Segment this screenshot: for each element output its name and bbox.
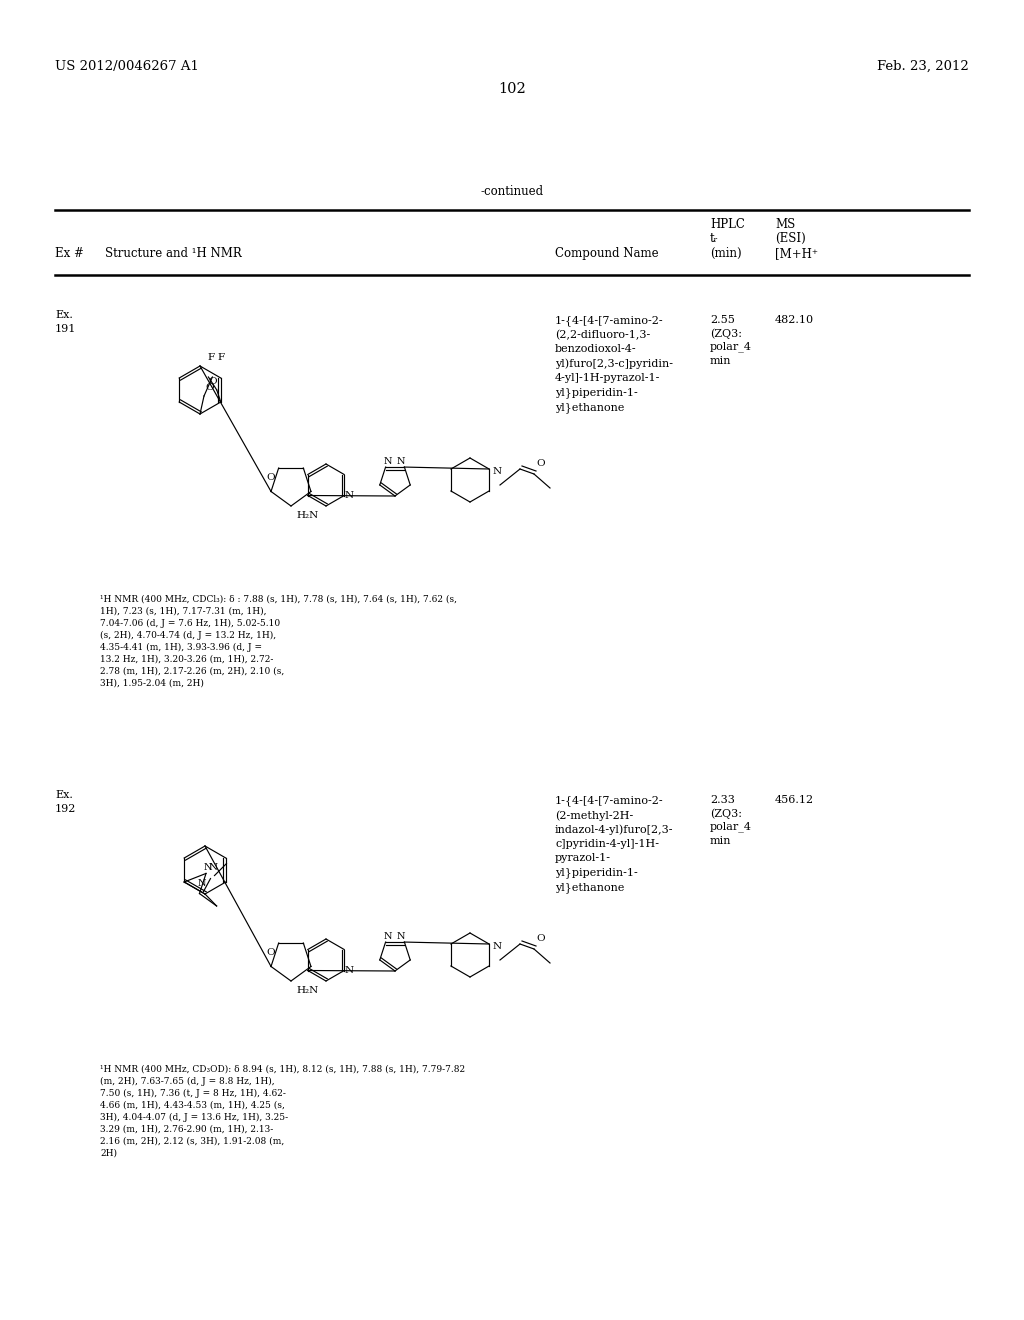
Text: N: N bbox=[493, 942, 502, 950]
Text: N: N bbox=[493, 467, 502, 477]
Text: 2.16 (m, 2H), 2.12 (s, 3H), 1.91-2.08 (m,: 2.16 (m, 2H), 2.12 (s, 3H), 1.91-2.08 (m… bbox=[100, 1137, 285, 1146]
Text: H₂N: H₂N bbox=[296, 986, 318, 995]
Text: [M+H⁺: [M+H⁺ bbox=[775, 247, 818, 260]
Text: (ZQ3:
polar_4
min: (ZQ3: polar_4 min bbox=[710, 327, 752, 366]
Text: 7.04-7.06 (d, J = 7.6 Hz, 1H), 5.02-5.10: 7.04-7.06 (d, J = 7.6 Hz, 1H), 5.02-5.10 bbox=[100, 619, 281, 628]
Text: (ZQ3:
polar_4
min: (ZQ3: polar_4 min bbox=[710, 808, 752, 846]
Text: F: F bbox=[208, 352, 214, 362]
Text: Feb. 23, 2012: Feb. 23, 2012 bbox=[878, 59, 969, 73]
Text: N: N bbox=[204, 863, 213, 873]
Text: N: N bbox=[396, 932, 404, 941]
Text: Compound Name: Compound Name bbox=[555, 247, 658, 260]
Text: 456.12: 456.12 bbox=[775, 795, 814, 805]
Text: 1H), 7.23 (s, 1H), 7.17-7.31 (m, 1H),: 1H), 7.23 (s, 1H), 7.17-7.31 (m, 1H), bbox=[100, 607, 266, 616]
Text: (ESI): (ESI) bbox=[775, 232, 806, 246]
Text: Ex #: Ex # bbox=[55, 247, 84, 260]
Text: (m, 2H), 7.63-7.65 (d, J = 8.8 Hz, 1H),: (m, 2H), 7.63-7.65 (d, J = 8.8 Hz, 1H), bbox=[100, 1077, 274, 1086]
Text: 2H): 2H) bbox=[100, 1148, 117, 1158]
Text: MS: MS bbox=[775, 218, 796, 231]
Text: 4.35-4.41 (m, 1H), 3.93-3.96 (d, J =: 4.35-4.41 (m, 1H), 3.93-3.96 (d, J = bbox=[100, 643, 262, 652]
Text: Ex.
191: Ex. 191 bbox=[55, 310, 77, 334]
Text: 1-{4-[4-[7-amino-2-
(2,2-difluoro-1,3-
benzodioxol-4-
yl)furo[2,3-c]pyridin-
4-y: 1-{4-[4-[7-amino-2- (2,2-difluoro-1,3- b… bbox=[555, 315, 673, 413]
Text: 4.66 (m, 1H), 4.43-4.53 (m, 1H), 4.25 (s,: 4.66 (m, 1H), 4.43-4.53 (m, 1H), 4.25 (s… bbox=[100, 1101, 285, 1110]
Text: ¹H NMR (400 MHz, CD₃OD): δ 8.94 (s, 1H), 8.12 (s, 1H), 7.88 (s, 1H), 7.79-7.82: ¹H NMR (400 MHz, CD₃OD): δ 8.94 (s, 1H),… bbox=[100, 1065, 465, 1074]
Text: (min): (min) bbox=[710, 247, 741, 260]
Text: O: O bbox=[536, 459, 545, 469]
Text: 3H), 4.04-4.07 (d, J = 13.6 Hz, 1H), 3.25-: 3H), 4.04-4.07 (d, J = 13.6 Hz, 1H), 3.2… bbox=[100, 1113, 288, 1122]
Text: 7.50 (s, 1H), 7.36 (t, J = 8 Hz, 1H), 4.62-: 7.50 (s, 1H), 7.36 (t, J = 8 Hz, 1H), 4.… bbox=[100, 1089, 286, 1098]
Text: N: N bbox=[345, 966, 354, 974]
Text: H₂N: H₂N bbox=[296, 511, 318, 520]
Text: 3H), 1.95-2.04 (m, 2H): 3H), 1.95-2.04 (m, 2H) bbox=[100, 678, 204, 688]
Text: ¹H NMR (400 MHz, CDCl₃): δ : 7.88 (s, 1H), 7.78 (s, 1H), 7.64 (s, 1H), 7.62 (s,: ¹H NMR (400 MHz, CDCl₃): δ : 7.88 (s, 1H… bbox=[100, 595, 457, 605]
Text: N: N bbox=[384, 457, 392, 466]
Text: HPLC: HPLC bbox=[710, 218, 744, 231]
Text: 2.33: 2.33 bbox=[710, 795, 735, 805]
Text: 13.2 Hz, 1H), 3.20-3.26 (m, 1H), 2.72-: 13.2 Hz, 1H), 3.20-3.26 (m, 1H), 2.72- bbox=[100, 655, 273, 664]
Text: -continued: -continued bbox=[480, 185, 544, 198]
Text: 2.78 (m, 1H), 2.17-2.26 (m, 2H), 2.10 (s,: 2.78 (m, 1H), 2.17-2.26 (m, 2H), 2.10 (s… bbox=[100, 667, 285, 676]
Text: N: N bbox=[384, 932, 392, 941]
Text: 482.10: 482.10 bbox=[775, 315, 814, 325]
Text: O: O bbox=[209, 378, 217, 385]
Text: Ex.
192: Ex. 192 bbox=[55, 789, 77, 814]
Text: F: F bbox=[217, 352, 224, 362]
Text: O: O bbox=[266, 948, 274, 957]
Text: N: N bbox=[209, 862, 218, 871]
Text: N: N bbox=[345, 491, 354, 499]
Text: O: O bbox=[536, 935, 545, 942]
Text: tᵣ: tᵣ bbox=[710, 232, 719, 246]
Text: Structure and ¹H NMR: Structure and ¹H NMR bbox=[105, 247, 242, 260]
Text: 1-{4-[4-[7-amino-2-
(2-methyl-2H-
indazol-4-yl)furo[2,3-
c]pyridin-4-yl]-1H-
pyr: 1-{4-[4-[7-amino-2- (2-methyl-2H- indazo… bbox=[555, 795, 674, 894]
Text: 2.55: 2.55 bbox=[710, 315, 735, 325]
Text: N: N bbox=[396, 457, 404, 466]
Text: O: O bbox=[266, 473, 274, 482]
Text: N: N bbox=[198, 879, 206, 887]
Text: 102: 102 bbox=[498, 82, 526, 96]
Text: (s, 2H), 4.70-4.74 (d, J = 13.2 Hz, 1H),: (s, 2H), 4.70-4.74 (d, J = 13.2 Hz, 1H), bbox=[100, 631, 276, 640]
Text: 3.29 (m, 1H), 2.76-2.90 (m, 1H), 2.13-: 3.29 (m, 1H), 2.76-2.90 (m, 1H), 2.13- bbox=[100, 1125, 273, 1134]
Text: US 2012/0046267 A1: US 2012/0046267 A1 bbox=[55, 59, 199, 73]
Text: O: O bbox=[205, 383, 214, 392]
